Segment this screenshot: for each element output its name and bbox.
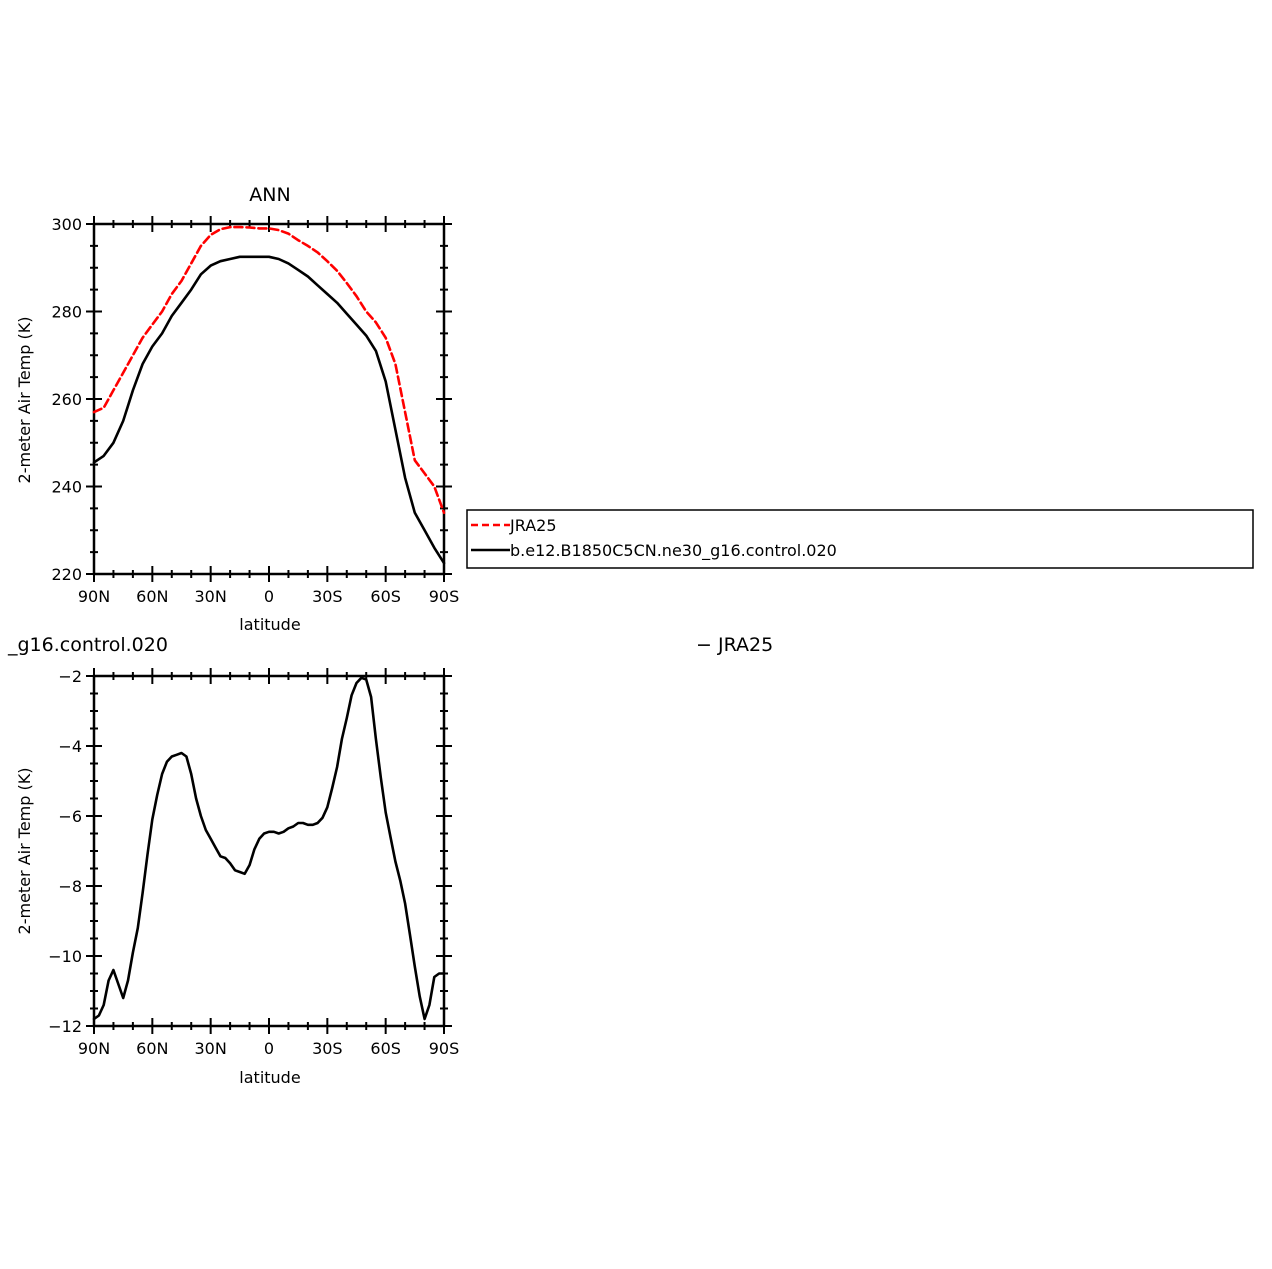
bottom-panel-series [92, 676, 446, 1021]
legend-label-model: b.e12.B1850C5CN.ne30_g16.control.020 [510, 541, 837, 561]
bottom-xtick-label: 0 [264, 1039, 274, 1058]
top-panel-series [92, 225, 446, 565]
top-panel-xlabel: latitude [239, 615, 300, 634]
bottom-ytick-label: −2 [58, 667, 82, 686]
bottom-series-line-1 [92, 676, 446, 1021]
legend-box [466, 509, 1254, 569]
bottom-title-left: _g16.control.020 [7, 634, 168, 656]
bottom-xtick-label: 90S [429, 1039, 460, 1058]
top-ytick-label: 240 [51, 478, 82, 497]
top-xtick-label: 60N [136, 587, 168, 606]
top-series-line-2 [92, 255, 446, 565]
bottom-title-right: − JRA25 [696, 634, 773, 656]
top-panel-title: ANN [249, 184, 290, 206]
top-ytick-label: 280 [51, 303, 82, 322]
bottom-xtick-label: 30S [312, 1039, 343, 1058]
top-xtick-label: 90N [78, 587, 110, 606]
top-series-line-1 [92, 225, 446, 515]
legend: JRA25 b.e12.B1850C5CN.ne30_g16.control.0… [466, 509, 1254, 569]
bottom-xtick-label: 30N [195, 1039, 227, 1058]
bottom-xtick-label: 60S [370, 1039, 401, 1058]
top-ytick-label: 220 [51, 565, 82, 584]
bottom-panel-axes: 90N 60N 30N 0 30S 60S 90S −12 −10 −8 −6 −4 −2 [48, 667, 459, 1058]
top-ytick-label: 300 [51, 215, 82, 234]
top-xtick-label: 30N [195, 587, 227, 606]
top-panel: ANN 90N 60N 30N 0 30S 60S 90S 220 240 260 280 300 l… [15, 184, 459, 634]
top-xtick-label: 30S [312, 587, 343, 606]
bottom-panel-xlabel: latitude [239, 1068, 300, 1087]
bottom-ytick-label: −4 [58, 737, 82, 756]
bottom-xtick-label: 60N [136, 1039, 168, 1058]
bottom-ytick-label: −12 [48, 1017, 82, 1036]
bottom-xtick-label: 90N [78, 1039, 110, 1058]
bottom-frame [92, 674, 446, 1028]
bottom-panel: _g16.control.020 − JRA25 90N 60N 30N 0 30S 60… [7, 634, 773, 1087]
legend-label-jra25: JRA25 [509, 516, 557, 535]
top-panel-ylabel: 2-meter Air Temp (K) [15, 317, 34, 484]
bottom-ytick-label: −10 [48, 947, 82, 966]
top-xtick-label: 90S [429, 587, 460, 606]
top-panel-axes: 90N 60N 30N 0 30S 60S 90S 220 240 260 280 300 [51, 215, 459, 606]
top-xtick-label: 0 [264, 587, 274, 606]
top-ytick-label: 260 [51, 390, 82, 409]
top-frame [92, 222, 446, 576]
bottom-ytick-label: −8 [58, 877, 82, 896]
bottom-ytick-label: −6 [58, 807, 82, 826]
top-xtick-label: 60S [370, 587, 401, 606]
bottom-panel-ylabel: 2-meter Air Temp (K) [15, 768, 34, 935]
